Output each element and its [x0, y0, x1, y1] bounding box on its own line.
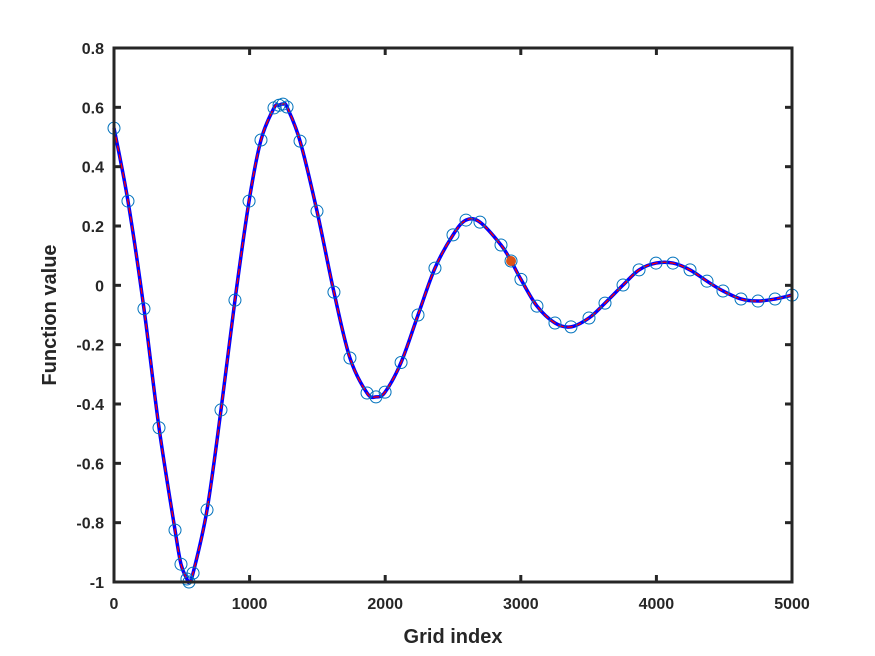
data-point-marker: [378, 385, 392, 399]
data-point-marker: [582, 311, 596, 325]
data-point-marker: [327, 285, 341, 299]
data-point-marker: [168, 523, 182, 537]
data-point-marker: [343, 351, 357, 365]
data-point-marker: [293, 134, 307, 148]
data-point-marker: [504, 254, 518, 268]
y-tick-label: 0.4: [82, 160, 104, 177]
x-tick-label: 2000: [367, 596, 403, 613]
y-tick-label: -0.4: [76, 397, 104, 414]
y-tick-label: 0.2: [82, 219, 104, 236]
data-point-marker: [446, 228, 460, 242]
data-point-marker: [411, 308, 425, 322]
x-tick-label: 4000: [639, 596, 675, 613]
data-point-marker: [428, 261, 442, 275]
x-tick-label: 5000: [774, 596, 810, 613]
data-point-marker: [716, 284, 730, 298]
data-point-marker: [514, 272, 528, 286]
data-point-marker: [564, 320, 578, 334]
y-tick-label: -0.6: [76, 456, 104, 473]
data-point-marker: [228, 293, 242, 307]
data-point-marker: [254, 133, 268, 147]
highlighted-point: [506, 256, 517, 267]
data-point-marker: [548, 316, 562, 330]
x-tick-label: 3000: [503, 596, 539, 613]
data-point-marker: [186, 566, 200, 580]
axes-box: [112, 46, 794, 584]
data-point-marker: [530, 299, 544, 313]
data-point-marker: [649, 256, 663, 270]
x-axis-label: Grid index: [404, 626, 503, 648]
data-point-marker: [280, 100, 294, 114]
data-point-marker: [242, 194, 256, 208]
data-point-marker: [137, 302, 151, 316]
data-point-marker: [734, 292, 748, 306]
data-point-marker: [276, 97, 290, 111]
y-tick-label: 0.8: [82, 41, 104, 58]
y-tick-label: 0.6: [82, 100, 104, 117]
data-point-marker: [174, 557, 188, 571]
axes-background: [114, 48, 792, 582]
data-point-marker: [473, 215, 487, 229]
data-point-marker: [494, 238, 508, 252]
data-point-marker: [598, 296, 612, 310]
y-tick-label: -1: [90, 575, 104, 592]
data-point-marker: [700, 274, 714, 288]
data-point-marker: [360, 386, 374, 400]
y-tick-label: -0.8: [76, 516, 104, 533]
data-point-marker: [121, 194, 135, 208]
data-point-marker: [214, 403, 228, 417]
data-point-marker: [768, 292, 782, 306]
data-point-marker: [152, 421, 166, 435]
data-point-marker: [666, 256, 680, 270]
data-point-marker: [632, 263, 646, 277]
x-tick-label: 0: [110, 596, 119, 613]
data-point-marker: [751, 294, 765, 308]
data-point-marker: [310, 204, 324, 218]
y-axis-label: Function value: [39, 244, 61, 385]
y-tick-label: 0: [95, 278, 104, 295]
x-tick-label: 1000: [232, 596, 268, 613]
data-point-marker: [394, 355, 408, 369]
data-point-marker: [683, 263, 697, 277]
y-tick-label: -0.2: [76, 338, 104, 355]
data-point-marker: [200, 503, 214, 517]
data-point-marker: [459, 213, 473, 227]
data-point-marker: [616, 278, 630, 292]
